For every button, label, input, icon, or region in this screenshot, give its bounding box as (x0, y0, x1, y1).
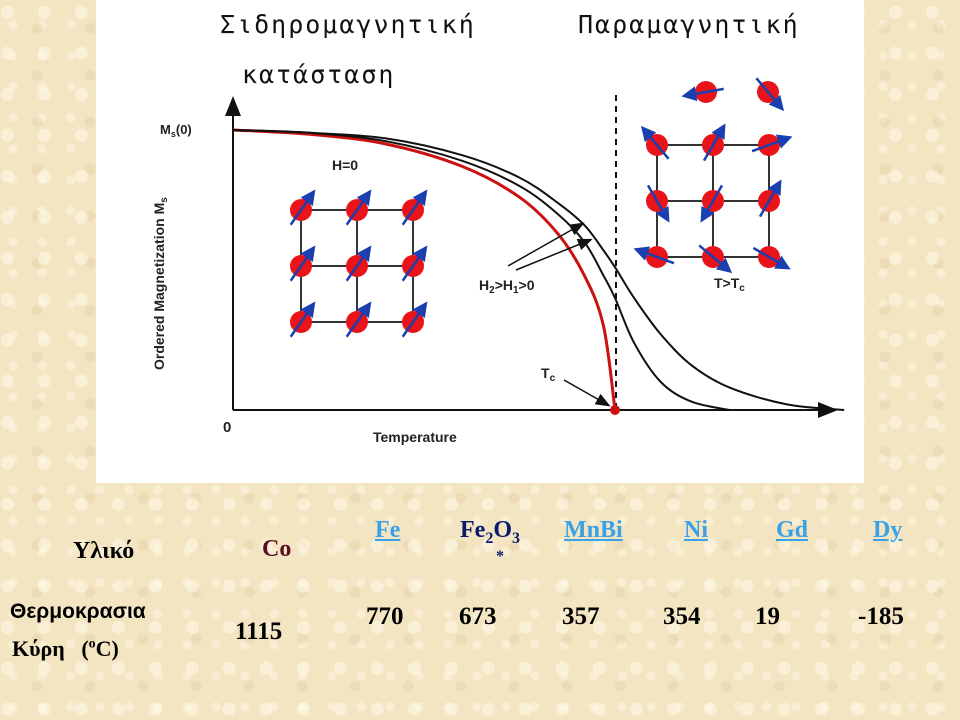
value-dy: -185 (858, 603, 904, 630)
ordered-spin-arrow (401, 245, 428, 282)
magnetization-chart: Ms(0) 0 Temperature Ordered Magnetizatio… (151, 77, 845, 445)
curie-point-marker (610, 405, 620, 415)
footnote-star: * (496, 548, 504, 565)
disordered-spin-lattice (633, 77, 793, 274)
value-fe2o3: 673 (459, 603, 497, 630)
curves-group (232, 128, 845, 411)
arrow-h2 (507, 222, 585, 267)
x-axis-label: Temperature (373, 429, 457, 445)
material-ni-link[interactable]: Ni (684, 517, 708, 543)
ordered-spin-arrow (289, 189, 316, 226)
material-fe-link[interactable]: Fe (375, 517, 401, 543)
disordered-spin-arrow (702, 123, 726, 162)
ordered-spin-arrow (345, 245, 372, 282)
free-spin-arrow (755, 77, 785, 112)
y-axis-label: Ordered Magnetization Ms (151, 197, 170, 370)
y-top-label: Ms(0) (160, 122, 192, 139)
material-dy-link[interactable]: Dy (873, 517, 903, 543)
origin-label: 0 (223, 419, 231, 436)
ordered-spin-arrow (345, 189, 372, 226)
ordered-spin-arrow (401, 301, 428, 338)
series-line-0 (232, 128, 617, 411)
disordered-spin-arrow (633, 246, 675, 265)
material-mnbi-link[interactable]: MnBi (564, 517, 623, 543)
arrow-tc (563, 379, 611, 407)
material-gd-link[interactable]: Gd (776, 517, 809, 543)
title-paramagnetic: Παραμαγνητική (578, 10, 800, 39)
annotation-above-tc: T>Tc (714, 275, 745, 294)
arrow-h1 (515, 238, 593, 271)
annotation-tc: Tc (541, 365, 556, 384)
row-label-curie: Κύρη (oC) (12, 636, 119, 661)
annotation-h-zero: H=0 (332, 157, 358, 173)
ordered-spin-arrow (345, 301, 372, 338)
value-mnbi: 357 (562, 603, 600, 630)
material-co: Co (262, 536, 292, 562)
magnetization-figure: Σιδηρομαγνητική κατάσταση Παραμαγνητική … (96, 0, 864, 483)
ordered-spin-arrow (289, 245, 316, 282)
disordered-spin-arrow (640, 125, 670, 160)
annotation-h-applied: H2>H1>0 (479, 277, 535, 296)
row-label-temperature: Θερμοκρασια (10, 600, 146, 623)
title-ferromagnetic-line1: Σιδηρομαγνητική (220, 10, 476, 39)
material-fe2o3: Fe2O3 (460, 517, 520, 547)
table-header-label: Υλικό (73, 538, 135, 564)
ordered-spin-arrow (289, 301, 316, 338)
disordered-spin-arrow (646, 184, 670, 223)
disordered-spin-arrow (758, 179, 782, 218)
ordered-spin-arrow (401, 189, 428, 226)
ordered-spin-lattice (289, 189, 428, 338)
disordered-spin-arrow (752, 246, 791, 270)
value-fe: 770 (366, 603, 404, 630)
disordered-spin-arrow (698, 244, 733, 274)
value-gd: 19 (755, 603, 780, 630)
disordered-spin-arrow (700, 184, 724, 223)
free-spin-arrow (681, 86, 724, 102)
value-ni: 354 (663, 603, 701, 630)
title-ferromagnetic-line2: κατάσταση (242, 60, 396, 89)
disordered-spin-arrow (751, 134, 793, 153)
value-co: 1115 (235, 618, 283, 645)
series-line-2 (232, 129, 845, 411)
